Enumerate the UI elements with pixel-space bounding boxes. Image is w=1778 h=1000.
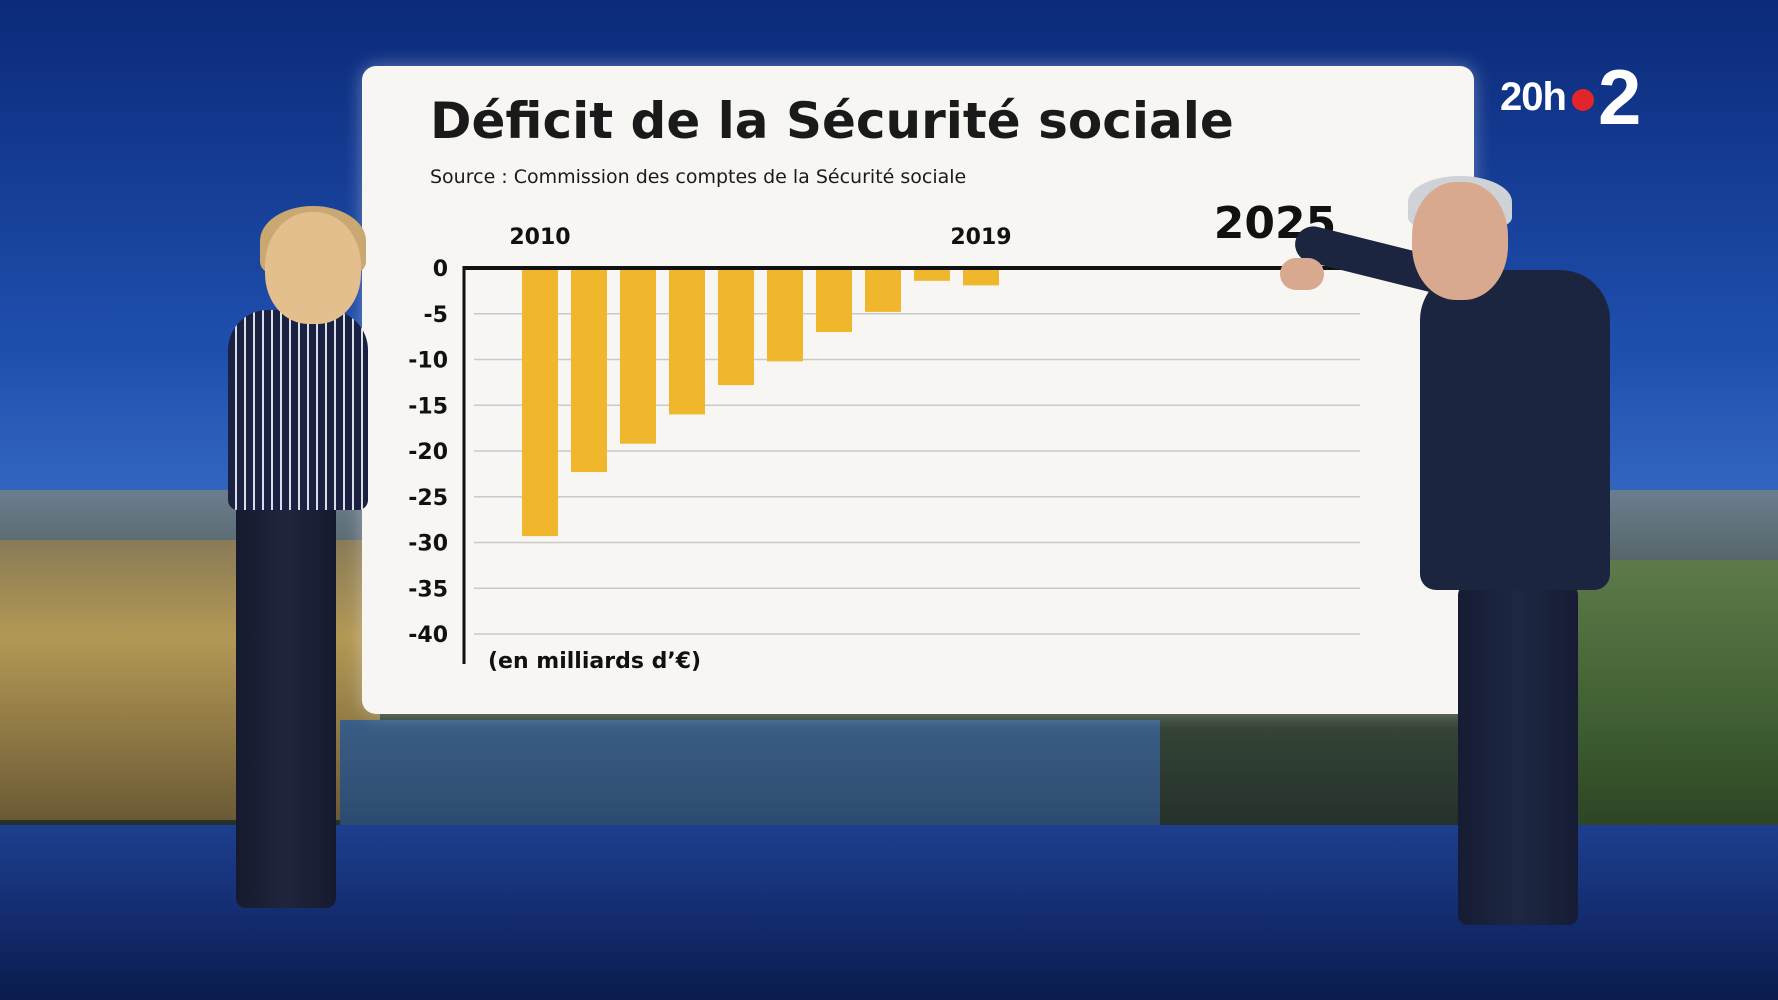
y-tick-label: -25 [408,486,448,511]
bar [914,268,950,281]
y-tick-label: -5 [424,303,448,328]
presenter-right-hand [1280,258,1324,290]
bar [963,268,999,286]
y-tick-label: -30 [408,532,448,557]
presenter-right-head [1412,182,1508,300]
chart-title: Déficit de la Sécurité sociale [430,92,1234,150]
x-label: 2019 [950,225,1011,250]
bar [865,268,901,312]
chart-board: Déficit de la Sécurité sociale Source : … [362,66,1474,714]
presenter-right-legs [1458,585,1578,925]
bar [522,268,558,537]
logo-time: 20h [1500,74,1567,119]
y-tick-label: -40 [408,623,448,648]
y-tick-label: -10 [408,349,448,374]
unit-label: (en milliards d’€) [488,649,701,674]
y-tick-label: -35 [408,577,448,602]
bar [571,268,607,473]
bar [669,268,705,415]
y-tick-label: -15 [408,394,448,419]
chart-source: Source : Commission des comptes de la Sé… [430,166,967,188]
x-label: 2010 [509,225,570,250]
logo-dot-icon [1571,89,1594,111]
bar [816,268,852,333]
y-tick-label: 0 [433,257,448,282]
y-tick-label: -20 [408,440,448,465]
river-backdrop [340,720,1160,830]
presenter-left-legs [236,498,336,908]
bar [620,268,656,444]
presenter-left-torso [228,310,368,510]
presenter-right-torso [1420,270,1610,590]
logo-channel: 2 [1597,53,1642,141]
channel-logo: 20h 2 [1500,53,1642,141]
bar [767,268,803,362]
presenter-left-head [265,212,361,324]
bar [718,268,754,386]
